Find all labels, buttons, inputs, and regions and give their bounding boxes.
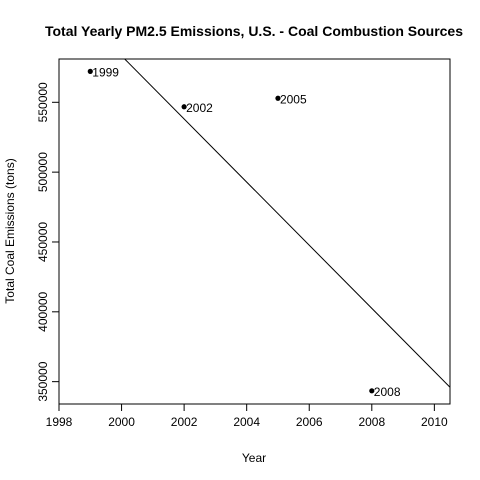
- x-tick-label: 2002: [171, 415, 198, 429]
- trend-line: [124, 58, 451, 388]
- data-points: 1999 2002 2005 2008: [87, 65, 401, 399]
- chart-title: Total Yearly PM2.5 Emissions, U.S. - Coa…: [45, 23, 463, 39]
- x-tick-label: 2010: [421, 415, 448, 429]
- y-tick-label: 550000: [36, 82, 50, 122]
- plot-frame: [58, 58, 451, 405]
- x-axis: 1998 2000 2002 2004 2006 2008 2010: [46, 404, 448, 429]
- y-axis-label: Total Coal Emissions (tons): [3, 158, 17, 303]
- x-tick-label: 2008: [358, 415, 385, 429]
- data-point-label: 1999: [92, 65, 119, 79]
- x-tick-label: 2000: [108, 415, 135, 429]
- x-tick-label: 2006: [296, 415, 323, 429]
- y-tick-label: 500000: [36, 152, 50, 192]
- x-tick-label: 2004: [233, 415, 260, 429]
- data-point-label: 2008: [374, 385, 401, 399]
- data-point-label: 2005: [280, 92, 307, 106]
- y-tick-label: 450000: [36, 222, 50, 262]
- x-tick-label: 1998: [46, 415, 73, 429]
- data-point: [275, 95, 281, 101]
- data-point: [87, 68, 93, 74]
- data-point: [369, 388, 375, 394]
- y-axis: 350000 400000 450000 500000 550000: [36, 82, 59, 402]
- y-tick-label: 400000: [36, 291, 50, 331]
- x-axis-label: Year: [242, 451, 266, 465]
- data-point: [181, 104, 187, 110]
- y-tick-label: 350000: [36, 361, 50, 401]
- data-point-label: 2002: [186, 101, 213, 115]
